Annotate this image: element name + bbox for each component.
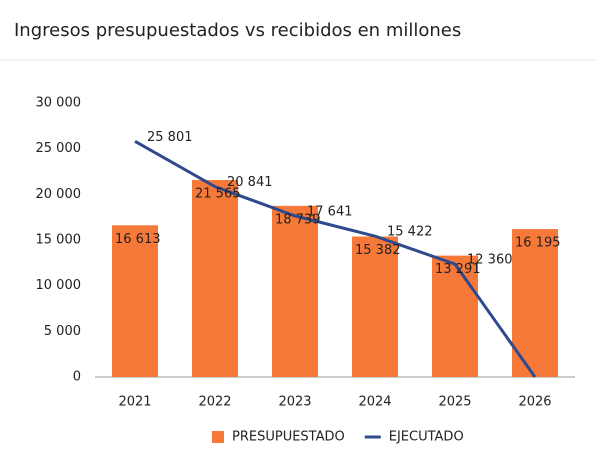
data-label: 13 291: [435, 262, 481, 277]
data-label: 21 565: [195, 187, 241, 202]
x-tick-label: 2022: [198, 395, 231, 410]
y-tick-label: 5 000: [44, 324, 81, 339]
x-tick-label: 2025: [438, 395, 471, 410]
x-tick-label: 2021: [118, 395, 151, 410]
y-tick-label: 10 000: [36, 278, 82, 293]
bar: [112, 225, 158, 377]
data-label: 20 841: [227, 175, 273, 190]
data-label: 15 382: [355, 243, 401, 258]
bar: [512, 229, 558, 377]
data-label: 12 360: [467, 253, 513, 268]
x-tick-label: 2024: [358, 395, 391, 410]
data-label: 18 739: [275, 212, 321, 227]
data-label: 16 195: [515, 236, 561, 251]
x-tick-label: 2026: [518, 395, 551, 410]
data-label: 25 801: [147, 130, 193, 145]
bar: [432, 255, 478, 377]
y-tick-label: 30 000: [36, 96, 82, 111]
y-tick-label: 25 000: [36, 141, 82, 156]
bar: [192, 180, 238, 377]
legend-label: EJECUTADO: [389, 430, 464, 445]
data-label: 16 613: [115, 232, 161, 247]
y-tick-label: 15 000: [36, 233, 82, 248]
bar: [272, 205, 318, 377]
y-tick-label: 0: [73, 370, 81, 385]
chart-title: Ingresos presupuestados vs recibidos en …: [14, 20, 461, 41]
x-tick-label: 2023: [278, 395, 311, 410]
legend-label: PRESUPUESTADO: [232, 430, 345, 445]
line: [134, 140, 537, 378]
data-label: 17 641: [307, 204, 353, 219]
data-label: 15 422: [387, 225, 433, 240]
bar: [352, 236, 398, 377]
legend-swatch: [212, 431, 224, 443]
y-tick-label: 20 000: [36, 187, 82, 202]
